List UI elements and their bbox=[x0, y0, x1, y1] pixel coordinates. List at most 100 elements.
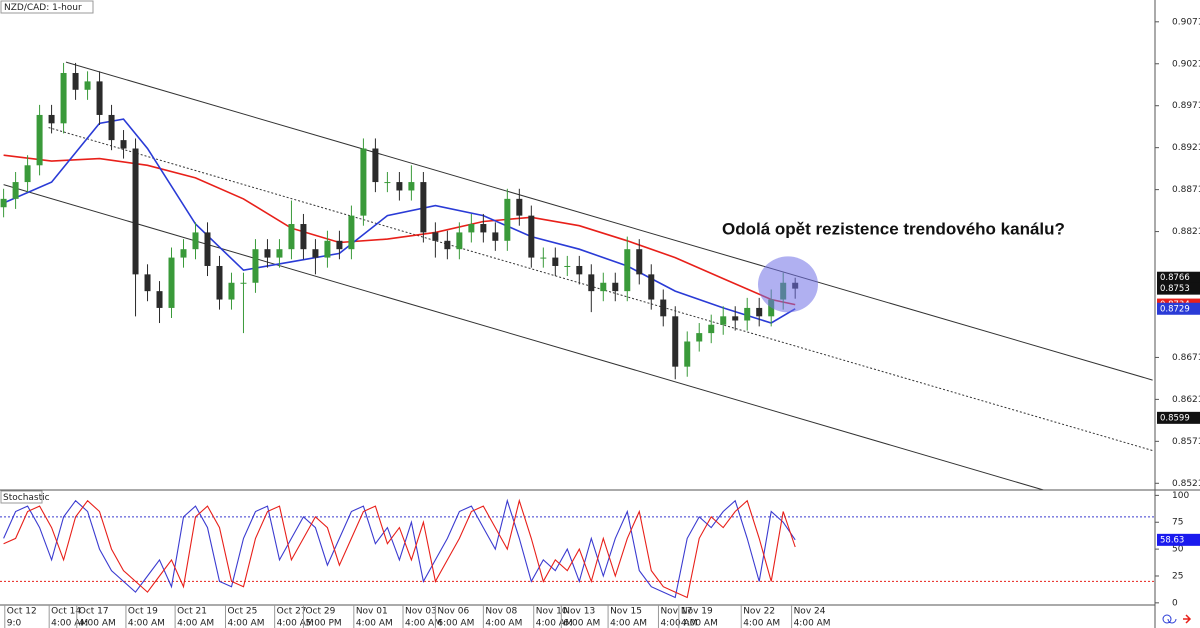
x-tick-label: Nov 17 bbox=[660, 607, 692, 617]
link-icon[interactable] bbox=[1162, 614, 1177, 624]
x-tick-label: Nov 01 bbox=[356, 607, 388, 617]
y-tick-label: 0.8821 bbox=[1172, 227, 1200, 237]
candle-body bbox=[60, 72, 67, 124]
x-tick-label: Nov 15 bbox=[610, 607, 642, 617]
y-tick-label: 0.9071 bbox=[1172, 17, 1200, 27]
candle-body bbox=[240, 282, 247, 284]
candle-body bbox=[420, 182, 427, 233]
price-badge-label: 0.8753 bbox=[1160, 284, 1190, 294]
highlight bbox=[757, 256, 818, 313]
x-tick-label: Nov 22 bbox=[743, 607, 775, 617]
candle-body bbox=[84, 81, 91, 90]
candle-body bbox=[720, 316, 727, 325]
scroll-icon[interactable] bbox=[1183, 614, 1192, 624]
price-badge bbox=[1157, 302, 1200, 315]
x-tick-time: 4:00 AM bbox=[610, 619, 647, 628]
x-tick-label: Nov 03 bbox=[405, 607, 437, 617]
candle-body bbox=[0, 198, 7, 208]
candle-body bbox=[372, 148, 379, 183]
panel-title: Stochastic bbox=[3, 493, 50, 503]
candle-body bbox=[168, 257, 175, 308]
candle-body bbox=[768, 299, 775, 317]
x-tick-label: Oct 17 bbox=[79, 607, 109, 617]
candle-body bbox=[480, 224, 487, 233]
x-tick-label: Nov 06 bbox=[437, 607, 469, 617]
y-tick-label: 25 bbox=[1172, 571, 1183, 581]
candle-body bbox=[588, 274, 595, 292]
x-tick-time: 9:0 bbox=[7, 619, 22, 628]
candle-body bbox=[300, 224, 307, 250]
candle-body bbox=[624, 249, 631, 292]
x-tick-time: 4:00 AM bbox=[681, 619, 718, 628]
price-badge bbox=[1157, 282, 1200, 295]
x-tick-time: 4:00 AM bbox=[794, 619, 831, 628]
price-badge bbox=[1157, 533, 1200, 546]
x-tick-label: Oct 25 bbox=[227, 607, 257, 617]
x-tick-label: Nov 24 bbox=[794, 607, 826, 617]
x-tick-time: 4:00 AM bbox=[536, 619, 573, 628]
x-tick-time: 4:00 AM bbox=[51, 619, 88, 628]
x-tick-label: Nov 08 bbox=[485, 607, 517, 617]
candle-body bbox=[180, 249, 187, 258]
candle-body bbox=[756, 307, 763, 317]
channel-line bbox=[3, 184, 1044, 491]
price-badge-label: 0.8766 bbox=[1160, 273, 1190, 283]
candle-body bbox=[432, 232, 439, 241]
x-tick-label: Oct 12 bbox=[7, 607, 37, 617]
x-tick-time: 4:00 AM bbox=[79, 619, 116, 628]
candle-body bbox=[360, 148, 367, 216]
candle-body bbox=[612, 282, 619, 292]
price-badge bbox=[1157, 411, 1200, 424]
y-tick-label: 0 bbox=[1172, 598, 1178, 608]
candle-body bbox=[528, 215, 535, 258]
y-tick-label: 0.8971 bbox=[1172, 101, 1200, 111]
candle-body bbox=[672, 316, 679, 367]
candle-body bbox=[348, 215, 355, 250]
x-tick-time: 6:00 AM bbox=[563, 619, 600, 628]
price-badge-label: 0.8729 bbox=[1160, 304, 1190, 314]
candle-body bbox=[312, 249, 319, 258]
x-tick-label: Oct 21 bbox=[177, 607, 207, 617]
x-tick-time: 4:00 AM bbox=[743, 619, 780, 628]
candle-body bbox=[72, 72, 79, 90]
y-tick-label: 0.8571 bbox=[1172, 437, 1200, 447]
candle-body bbox=[396, 182, 403, 191]
candle-body bbox=[108, 114, 115, 141]
candle-body bbox=[336, 240, 343, 250]
title-box bbox=[0, 490, 43, 504]
chart-title: NZD/CAD: 1-hour bbox=[4, 3, 82, 13]
stochastic-line bbox=[3, 498, 796, 599]
candle-body bbox=[648, 274, 655, 300]
y-tick-label: 75 bbox=[1172, 518, 1183, 528]
x-tick-time: 4:00 AM bbox=[277, 619, 314, 628]
candle-body bbox=[144, 274, 151, 292]
y-tick-label: 0.8521 bbox=[1172, 479, 1200, 489]
candle-body bbox=[132, 148, 139, 275]
candle-body bbox=[228, 282, 235, 300]
candle-body bbox=[120, 140, 127, 149]
candle-body bbox=[636, 249, 643, 275]
x-tick-label: Nov 13 bbox=[563, 607, 595, 617]
candle-body bbox=[36, 114, 43, 166]
y-tick-label: 100 bbox=[1172, 491, 1189, 501]
x-tick-label: Oct 29 bbox=[305, 607, 335, 617]
x-tick-time: 4:00 AM bbox=[177, 619, 214, 628]
x-tick-label: Oct 27 bbox=[277, 607, 307, 617]
candle-body bbox=[384, 182, 391, 184]
y-tick-label: 0.8871 bbox=[1172, 185, 1200, 195]
x-tick-label: Nov 19 bbox=[681, 607, 713, 617]
candle-body bbox=[552, 257, 559, 266]
candle-body bbox=[324, 240, 331, 258]
candle-body bbox=[204, 232, 211, 266]
candle-body bbox=[456, 232, 463, 250]
candle-body bbox=[264, 249, 271, 258]
y-tick-label: 0.8671 bbox=[1172, 353, 1200, 363]
plot-layer bbox=[0, 61, 1155, 599]
y-tick-label: 0.8921 bbox=[1172, 143, 1200, 153]
y-tick-label: 0.9021 bbox=[1172, 59, 1200, 69]
candle-body bbox=[660, 299, 667, 317]
x-tick-time: 4:00 AM bbox=[356, 619, 393, 628]
